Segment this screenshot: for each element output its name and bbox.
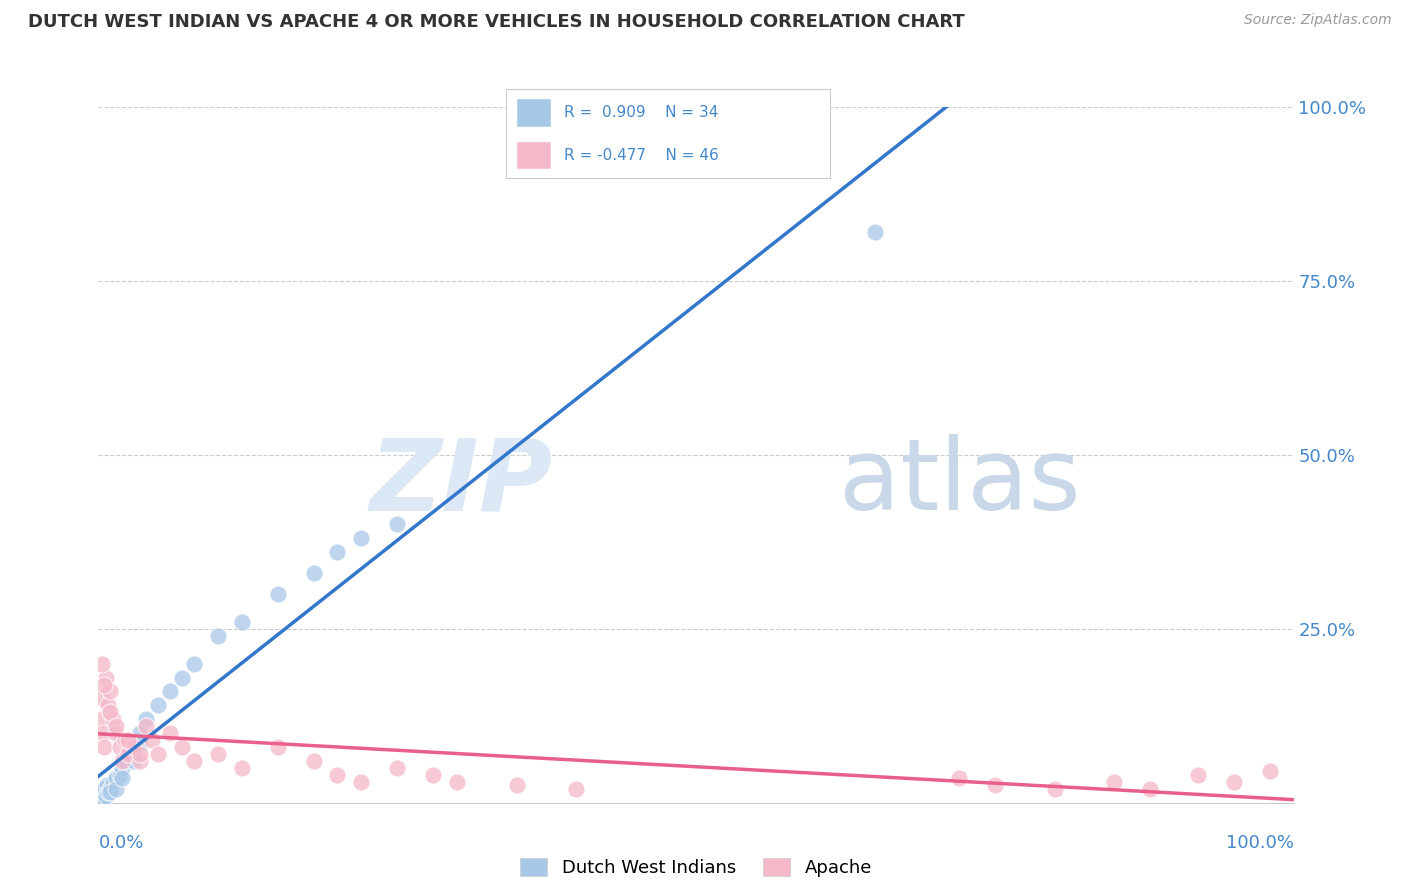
Point: [124, 740, 146, 755]
Point: [984, 778, 1007, 792]
Text: 100.0%: 100.0%: [1226, 834, 1294, 852]
Point: [948, 772, 970, 786]
Point: [111, 754, 134, 768]
Point: [207, 747, 229, 761]
Point: [98, 706, 122, 720]
Point: [172, 740, 194, 755]
Point: [129, 747, 152, 761]
FancyBboxPatch shape: [516, 98, 551, 127]
Point: [148, 698, 170, 713]
Point: [91, 726, 114, 740]
Point: [111, 772, 134, 786]
Point: [129, 754, 152, 768]
Text: ZIP: ZIP: [370, 434, 553, 532]
Point: [93, 740, 115, 755]
Text: Source: ZipAtlas.com: Source: ZipAtlas.com: [1244, 13, 1392, 28]
Point: [422, 768, 444, 782]
Point: [267, 587, 290, 601]
Point: [105, 772, 128, 786]
Point: [159, 726, 181, 740]
Point: [101, 775, 124, 789]
Point: [1222, 775, 1246, 789]
Text: atlas: atlas: [839, 434, 1081, 532]
Point: [1043, 781, 1066, 796]
Text: R =  0.909    N = 34: R = 0.909 N = 34: [564, 105, 718, 120]
Point: [124, 740, 146, 755]
Point: [302, 566, 325, 581]
Point: [94, 789, 117, 803]
Point: [1139, 781, 1161, 796]
Point: [172, 671, 194, 685]
Point: [350, 532, 373, 546]
Point: [111, 761, 134, 775]
Point: [98, 684, 122, 698]
Point: [129, 726, 152, 740]
Point: [91, 657, 114, 671]
Point: [98, 785, 122, 799]
Point: [93, 677, 115, 691]
Point: [159, 684, 181, 698]
Point: [105, 726, 128, 740]
Point: [385, 517, 409, 532]
Point: [117, 747, 139, 761]
Point: [565, 781, 588, 796]
Point: [207, 629, 229, 643]
Point: [267, 740, 290, 755]
Point: [1102, 775, 1125, 789]
Point: [108, 768, 131, 782]
Point: [105, 719, 128, 733]
Point: [117, 747, 139, 761]
Point: [326, 768, 349, 782]
Point: [108, 740, 131, 755]
Point: [91, 785, 114, 799]
Point: [90, 712, 112, 726]
Point: [124, 754, 146, 768]
Point: [148, 747, 170, 761]
Point: [91, 691, 114, 706]
Legend: Dutch West Indians, Apache: Dutch West Indians, Apache: [513, 850, 879, 884]
Point: [231, 615, 253, 629]
Point: [446, 775, 468, 789]
Point: [97, 698, 120, 713]
Text: R = -0.477    N = 46: R = -0.477 N = 46: [564, 148, 718, 162]
Point: [326, 545, 349, 559]
FancyBboxPatch shape: [516, 141, 551, 169]
Point: [93, 781, 115, 796]
Point: [350, 775, 373, 789]
Point: [90, 789, 112, 803]
Point: [506, 778, 529, 792]
Point: [183, 754, 205, 768]
Point: [129, 737, 152, 751]
Point: [94, 671, 117, 685]
Text: 0.0%: 0.0%: [98, 834, 143, 852]
Point: [231, 761, 253, 775]
Point: [96, 778, 118, 792]
Point: [141, 733, 163, 747]
Point: [91, 792, 114, 806]
Point: [101, 712, 124, 726]
Point: [114, 733, 136, 747]
Text: DUTCH WEST INDIAN VS APACHE 4 OR MORE VEHICLES IN HOUSEHOLD CORRELATION CHART: DUTCH WEST INDIAN VS APACHE 4 OR MORE VE…: [28, 13, 965, 31]
Point: [117, 733, 139, 747]
Point: [1187, 768, 1209, 782]
Point: [1258, 764, 1281, 779]
Point: [105, 781, 128, 796]
Point: [385, 761, 409, 775]
Point: [114, 754, 136, 768]
Point: [183, 657, 205, 671]
Point: [135, 719, 157, 733]
Point: [302, 754, 325, 768]
Point: [97, 785, 120, 799]
Point: [98, 781, 122, 796]
Point: [135, 712, 157, 726]
Point: [863, 225, 887, 239]
